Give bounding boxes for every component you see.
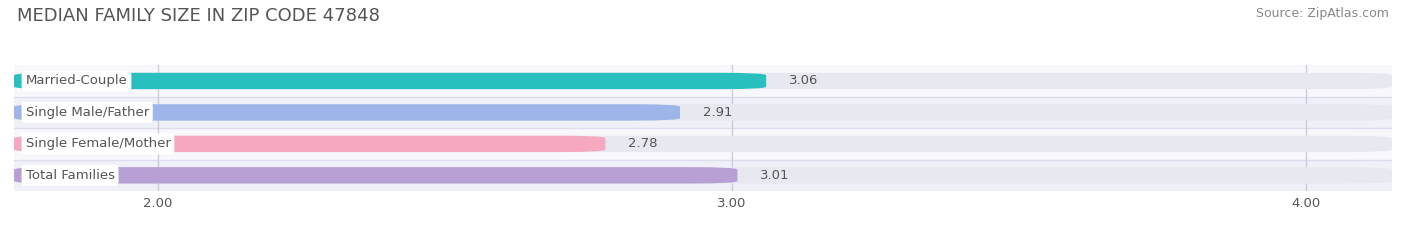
- Text: Single Female/Mother: Single Female/Mother: [25, 137, 170, 150]
- Text: 3.01: 3.01: [761, 169, 790, 182]
- Text: 2.78: 2.78: [628, 137, 658, 150]
- FancyBboxPatch shape: [14, 128, 1392, 160]
- FancyBboxPatch shape: [14, 65, 1392, 97]
- FancyBboxPatch shape: [14, 73, 1392, 89]
- FancyBboxPatch shape: [14, 136, 606, 152]
- Text: 3.06: 3.06: [789, 75, 818, 87]
- Text: 2.91: 2.91: [703, 106, 733, 119]
- Text: MEDIAN FAMILY SIZE IN ZIP CODE 47848: MEDIAN FAMILY SIZE IN ZIP CODE 47848: [17, 7, 380, 25]
- Text: Total Families: Total Families: [25, 169, 114, 182]
- FancyBboxPatch shape: [14, 104, 681, 121]
- FancyBboxPatch shape: [14, 160, 1392, 191]
- FancyBboxPatch shape: [14, 73, 766, 89]
- FancyBboxPatch shape: [14, 136, 1392, 152]
- FancyBboxPatch shape: [14, 167, 737, 184]
- Text: Source: ZipAtlas.com: Source: ZipAtlas.com: [1256, 7, 1389, 20]
- Text: Single Male/Father: Single Male/Father: [25, 106, 149, 119]
- FancyBboxPatch shape: [14, 97, 1392, 128]
- FancyBboxPatch shape: [14, 167, 1392, 184]
- FancyBboxPatch shape: [14, 104, 1392, 121]
- Text: Married-Couple: Married-Couple: [25, 75, 128, 87]
